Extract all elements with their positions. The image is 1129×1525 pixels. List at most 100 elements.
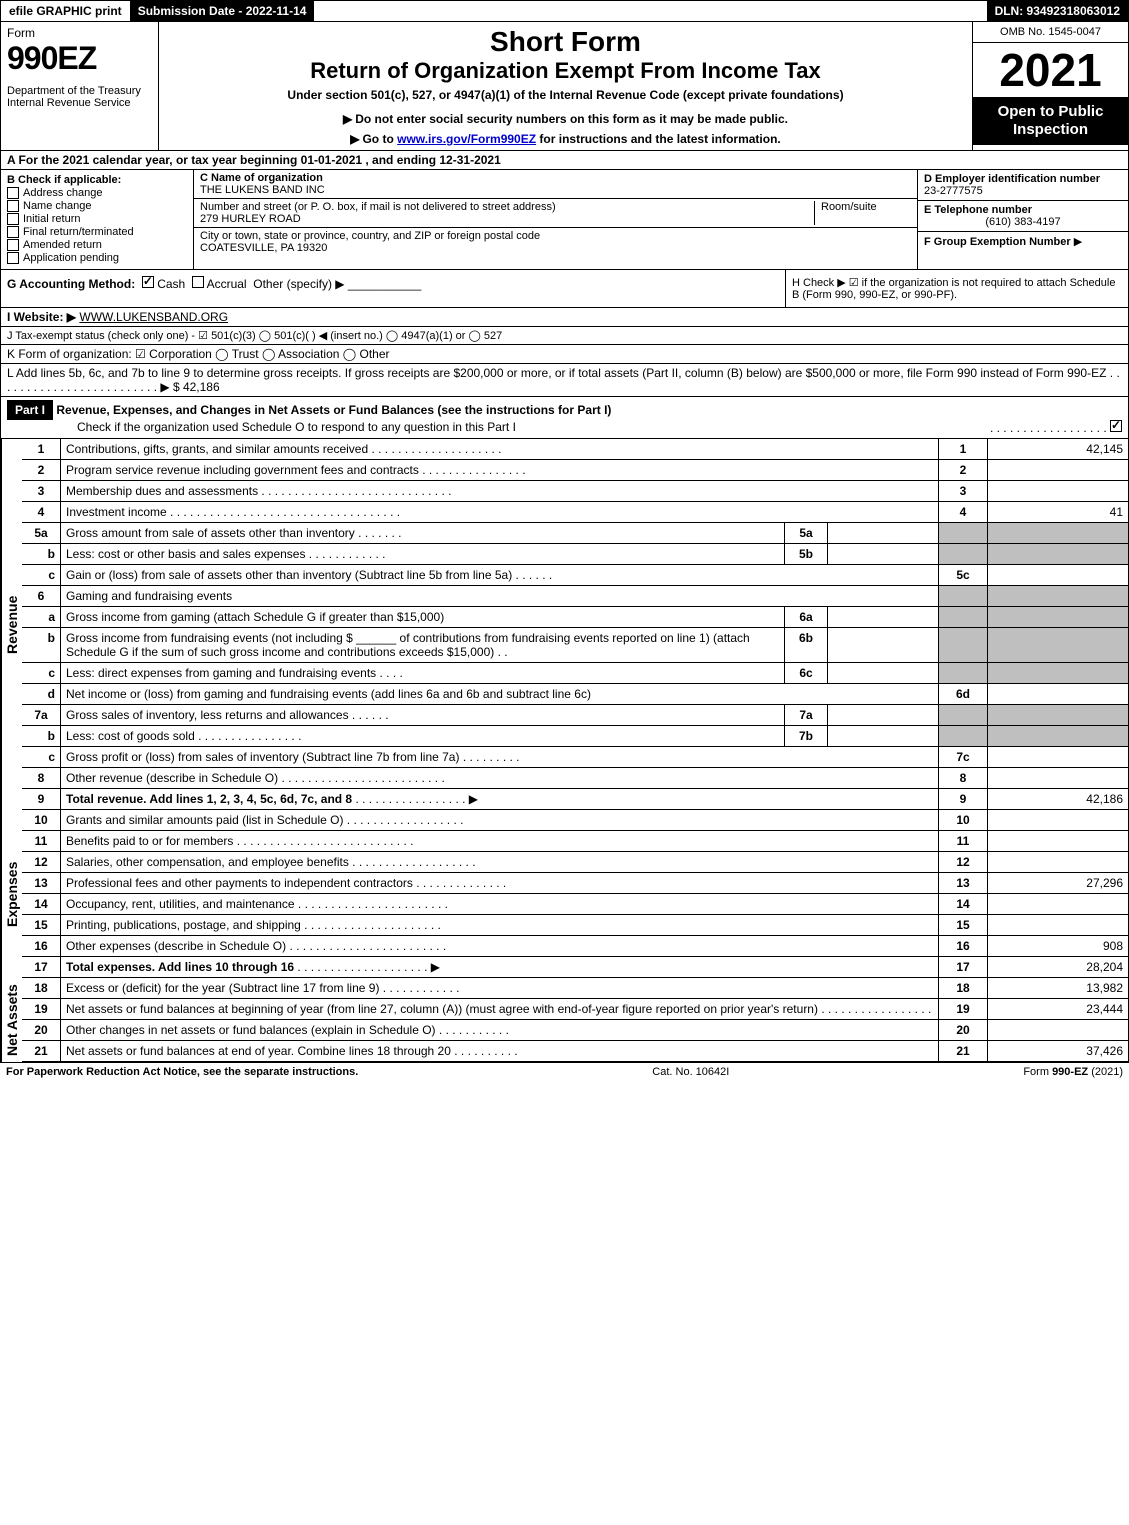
line-16: 16Other expenses (describe in Schedule O… — [22, 936, 1129, 957]
org-name-row: C Name of organization THE LUKENS BAND I… — [194, 170, 917, 199]
line-i: I Website: ▶ WWW.LUKENSBAND.ORG — [0, 308, 1129, 327]
part1-header-row: Part I Revenue, Expenses, and Changes in… — [0, 397, 1129, 439]
subtitle: Under section 501(c), 527, or 4947(a)(1)… — [165, 88, 966, 102]
form-header: Form 990EZ Department of the Treasury In… — [0, 22, 1129, 151]
line-l: L Add lines 5b, 6c, and 7b to line 9 to … — [0, 364, 1129, 397]
line-a: A For the 2021 calendar year, or tax yea… — [0, 151, 1129, 170]
goto-note: Go to www.irs.gov/Form990EZ for instruct… — [165, 132, 966, 146]
cb-initial-return[interactable]: Initial return — [7, 213, 187, 225]
section-c: C Name of organization THE LUKENS BAND I… — [194, 170, 917, 269]
line-4: 4Investment income . . . . . . . . . . .… — [22, 502, 1129, 523]
line-6a: aGross income from gaming (attach Schedu… — [22, 607, 1129, 628]
ssn-note: Do not enter social security numbers on … — [165, 112, 966, 126]
form-header-center: Short Form Return of Organization Exempt… — [159, 22, 972, 150]
tax-year: 2021 — [973, 43, 1128, 97]
city-row: City or town, state or province, country… — [194, 228, 917, 256]
website-value: WWW.LUKENSBAND.ORG — [79, 310, 228, 324]
line-1: 1Contributions, gifts, grants, and simil… — [22, 439, 1129, 460]
revenue-vert-label: Revenue — [1, 439, 22, 810]
cb-name-change[interactable]: Name change — [7, 200, 187, 212]
dln-box: DLN: 93492318063012 — [987, 1, 1128, 21]
gh-row: G Accounting Method: Cash Accrual Other … — [0, 270, 1129, 308]
line-17: 17Total expenses. Add lines 10 through 1… — [22, 957, 1129, 978]
revenue-block: Revenue 1Contributions, gifts, grants, a… — [0, 439, 1129, 810]
line-5a: 5aGross amount from sale of assets other… — [22, 523, 1129, 544]
section-def: D Employer identification number 23-2777… — [917, 170, 1128, 269]
cb-amended-return[interactable]: Amended return — [7, 239, 187, 251]
cb-schedule-o[interactable] — [1110, 420, 1122, 432]
group-exemption-row: F Group Exemption Number — [918, 232, 1128, 251]
netassets-block: Net Assets 18Excess or (deficit) for the… — [0, 978, 1129, 1062]
short-form-title: Short Form — [165, 26, 966, 58]
part1-check-note: Check if the organization used Schedule … — [77, 420, 516, 434]
efile-print-label: efile GRAPHIC print — [1, 1, 130, 21]
line-9: 9Total revenue. Add lines 1, 2, 3, 4, 5c… — [22, 789, 1129, 810]
line-13: 13Professional fees and other payments t… — [22, 873, 1129, 894]
section-b-title: B Check if applicable: — [7, 174, 187, 186]
line-g: G Accounting Method: Cash Accrual Other … — [1, 270, 785, 307]
line-3: 3Membership dues and assessments . . . .… — [22, 481, 1129, 502]
footer-left: For Paperwork Reduction Act Notice, see … — [6, 1066, 358, 1078]
expenses-vert-label: Expenses — [1, 810, 22, 978]
line-7a: 7aGross sales of inventory, less returns… — [22, 705, 1129, 726]
netassets-table: 18Excess or (deficit) for the year (Subt… — [22, 978, 1129, 1062]
section-b: B Check if applicable: Address change Na… — [1, 170, 194, 269]
form-number: 990EZ — [7, 40, 152, 77]
revenue-table: 1Contributions, gifts, grants, and simil… — [22, 439, 1129, 810]
line-20: 20Other changes in net assets or fund ba… — [22, 1020, 1129, 1041]
line-7b: bLess: cost of goods sold . . . . . . . … — [22, 726, 1129, 747]
form-word: Form — [7, 26, 152, 40]
cb-accrual[interactable] — [192, 276, 204, 288]
open-public-inspection: Open to Public Inspection — [973, 97, 1128, 145]
return-title: Return of Organization Exempt From Incom… — [165, 58, 966, 84]
line-18: 18Excess or (deficit) for the year (Subt… — [22, 978, 1129, 999]
line-12: 12Salaries, other compensation, and empl… — [22, 852, 1129, 873]
dept-treasury: Department of the Treasury — [7, 85, 152, 97]
line-j: J Tax-exempt status (check only one) - ☑… — [0, 327, 1129, 345]
entity-info-grid: B Check if applicable: Address change Na… — [0, 170, 1129, 270]
room-suite-label: Room/suite — [821, 201, 877, 213]
part1-label: Part I — [7, 400, 53, 420]
expenses-table: 10Grants and similar amounts paid (list … — [22, 810, 1129, 978]
line-7c: cGross profit or (loss) from sales of in… — [22, 747, 1129, 768]
cb-final-return[interactable]: Final return/terminated — [7, 226, 187, 238]
expenses-block: Expenses 10Grants and similar amounts pa… — [0, 810, 1129, 978]
line-6b: bGross income from fundraising events (n… — [22, 628, 1129, 663]
part1-title: Revenue, Expenses, and Changes in Net As… — [56, 403, 611, 417]
phone-row: E Telephone number (610) 383-4197 — [918, 201, 1128, 232]
line-h: H Check ▶ ☑ if the organization is not r… — [785, 270, 1128, 307]
ein-row: D Employer identification number 23-2777… — [918, 170, 1128, 201]
top-bar: efile GRAPHIC print Submission Date - 20… — [0, 0, 1129, 22]
cb-cash[interactable] — [142, 276, 154, 288]
line-10: 10Grants and similar amounts paid (list … — [22, 810, 1129, 831]
org-name: THE LUKENS BAND INC — [200, 184, 325, 196]
line-8: 8Other revenue (describe in Schedule O) … — [22, 768, 1129, 789]
line-l-amount: $ 42,186 — [173, 380, 220, 394]
ein-value: 23-2777575 — [924, 185, 983, 197]
omb-number: OMB No. 1545-0047 — [973, 22, 1128, 43]
submission-date-box: Submission Date - 2022-11-14 — [130, 1, 315, 21]
irs-link[interactable]: www.irs.gov/Form990EZ — [397, 132, 536, 146]
form-header-right: OMB No. 1545-0047 2021 Open to Public In… — [972, 22, 1128, 150]
line-14: 14Occupancy, rent, utilities, and mainte… — [22, 894, 1129, 915]
page-footer: For Paperwork Reduction Act Notice, see … — [0, 1062, 1129, 1081]
line-6c: cLess: direct expenses from gaming and f… — [22, 663, 1129, 684]
line-15: 15Printing, publications, postage, and s… — [22, 915, 1129, 936]
line-19: 19Net assets or fund balances at beginni… — [22, 999, 1129, 1020]
cb-address-change[interactable]: Address change — [7, 187, 187, 199]
line-5b: bLess: cost or other basis and sales exp… — [22, 544, 1129, 565]
line-6: 6Gaming and fundraising events — [22, 586, 1129, 607]
line-5c: cGain or (loss) from sale of assets othe… — [22, 565, 1129, 586]
irs-label: Internal Revenue Service — [7, 97, 152, 109]
line-21: 21Net assets or fund balances at end of … — [22, 1041, 1129, 1062]
phone-value: (610) 383-4197 — [924, 216, 1122, 228]
form-header-left: Form 990EZ Department of the Treasury In… — [1, 22, 159, 150]
netassets-vert-label: Net Assets — [1, 978, 22, 1062]
line-k: K Form of organization: ☑ Corporation ◯ … — [0, 345, 1129, 364]
footer-center: Cat. No. 10642I — [652, 1066, 729, 1078]
line-6d: dNet income or (loss) from gaming and fu… — [22, 684, 1129, 705]
cb-application-pending[interactable]: Application pending — [7, 252, 187, 264]
city-state-zip: COATESVILLE, PA 19320 — [200, 242, 327, 254]
line-2: 2Program service revenue including gover… — [22, 460, 1129, 481]
street-address: 279 HURLEY ROAD — [200, 213, 301, 225]
